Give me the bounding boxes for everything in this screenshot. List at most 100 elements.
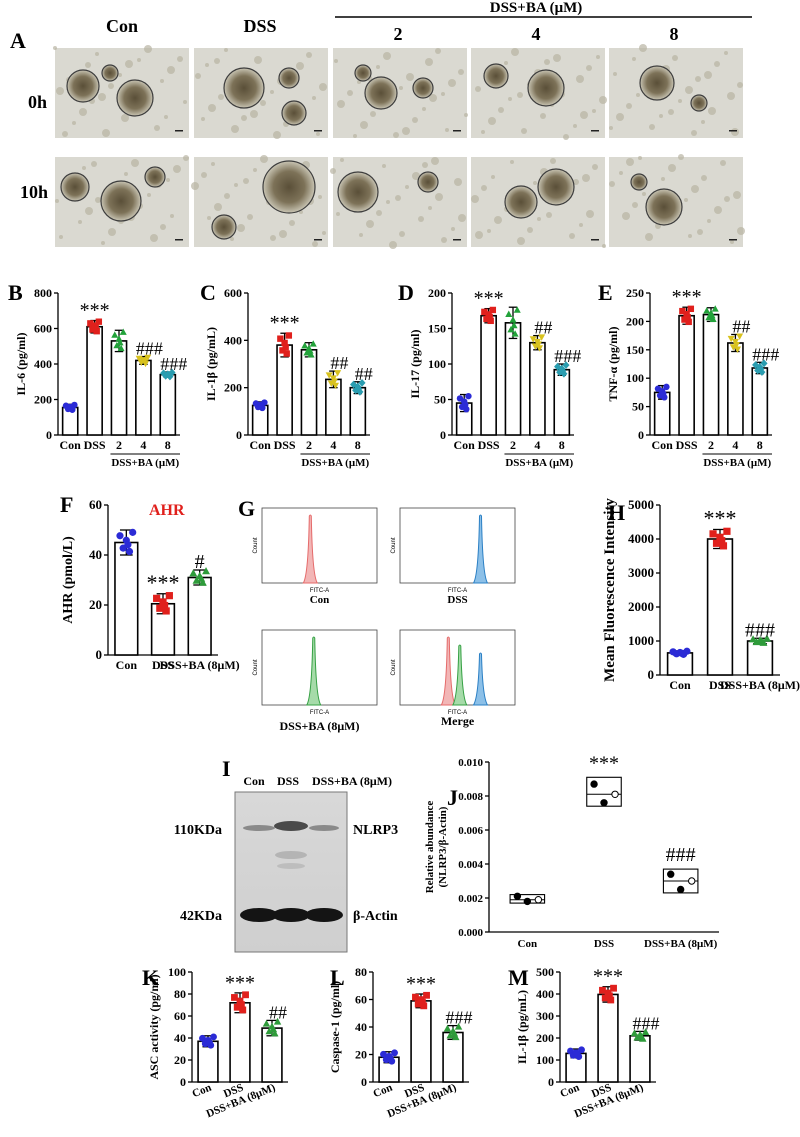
data-point — [303, 349, 311, 356]
data-point — [210, 1033, 217, 1041]
micrograph-speck — [429, 94, 437, 102]
micrograph-speck — [337, 100, 345, 108]
data-point — [189, 569, 198, 577]
micrograph-speck — [399, 231, 405, 237]
data-point — [116, 339, 124, 346]
bar-2 — [702, 313, 720, 436]
micrograph-speck — [360, 121, 368, 129]
data-point — [231, 994, 238, 1001]
data-point — [285, 332, 293, 339]
micrograph-speck — [707, 219, 711, 223]
panel-a-row-10h: 10h — [20, 182, 48, 202]
micrograph-speck — [521, 128, 527, 134]
x-tick-label: Con — [558, 1082, 581, 1100]
y-tick-label: 500 — [536, 965, 554, 979]
data-point — [233, 1003, 241, 1011]
micrograph-speck — [540, 113, 546, 119]
micrograph-speck — [435, 48, 441, 54]
micrograph-speck — [208, 104, 216, 112]
y-tick-label: 0 — [236, 428, 242, 442]
micrograph-speck — [183, 100, 187, 104]
micrograph-speck — [592, 109, 596, 113]
micrograph-speck — [685, 86, 693, 94]
micrograph-speck — [234, 183, 238, 187]
histogram-y-axis-label: Count — [391, 659, 397, 675]
data-point — [676, 885, 685, 894]
data-point — [111, 331, 119, 338]
blot-band-protein-nlrp3: NLRP3 — [353, 823, 398, 838]
data-point — [723, 527, 731, 535]
panel-label-g: G — [238, 496, 255, 521]
significance-4: ### — [160, 354, 187, 374]
y-tick-label: 60 — [174, 1009, 186, 1023]
scale-bar — [314, 239, 322, 241]
y-tick-label: 200 — [536, 1031, 554, 1045]
micrograph-speck — [237, 224, 245, 232]
band-nlrp3-dss — [274, 821, 308, 831]
significance-1: *** — [225, 972, 255, 994]
significance-1: *** — [589, 752, 619, 774]
y-tick-label: 3000 — [628, 565, 654, 580]
bar-2 — [300, 348, 318, 436]
x-tick-label: Con — [190, 1082, 213, 1100]
micrograph-speck — [626, 158, 634, 166]
chart-d: 0 50 100 150 200 IL-17 (pg/ml) D Con *** DSS 2 ## 4 #… — [398, 280, 581, 469]
micrograph-speck — [312, 96, 316, 100]
micrograph-speck — [382, 164, 386, 168]
micrograph-speck — [224, 193, 230, 199]
panel-label-k: K — [142, 965, 159, 990]
micrograph-speck — [330, 168, 336, 174]
panel-label-b: B — [8, 280, 23, 305]
micrograph-speck — [609, 126, 613, 130]
significance-3: ### — [136, 339, 163, 359]
micrograph-speck — [464, 113, 468, 117]
x-tick-label: 2 — [306, 438, 312, 452]
y-tick-label: 250 — [626, 286, 644, 300]
data-point — [562, 361, 570, 369]
micrograph-speck — [599, 96, 607, 104]
micrograph-speck — [405, 185, 409, 189]
data-point — [144, 354, 152, 362]
data-point — [386, 1054, 394, 1062]
micrograph-speck — [445, 128, 449, 132]
micrograph-speck — [563, 134, 569, 140]
histogram-frame — [261, 507, 378, 584]
panel-a-group-label: DSS+BA (μM) — [490, 0, 582, 16]
micrograph-speck — [609, 181, 615, 187]
y-tick-label: 200 — [428, 286, 446, 300]
data-point — [736, 333, 744, 340]
organoid — [639, 65, 675, 101]
significance-1: *** — [593, 966, 623, 988]
micrograph-speck — [431, 157, 439, 165]
y-tick-label: 400 — [34, 357, 52, 371]
histogram-peak — [302, 514, 319, 584]
organoid — [101, 64, 119, 82]
micrograph-speck — [544, 59, 550, 65]
y-tick-label: 100 — [626, 371, 644, 385]
micrograph-speck — [586, 210, 594, 218]
panel-label-c: C — [200, 280, 216, 305]
organoid — [417, 171, 439, 193]
histogram-y-axis-label: Count — [253, 659, 259, 675]
y-tick-label: 4000 — [628, 531, 654, 546]
micrograph-speck — [218, 94, 224, 100]
micrograph-speck — [389, 241, 397, 249]
organoid — [116, 79, 154, 117]
data-point — [446, 1031, 454, 1039]
data-point — [523, 897, 532, 906]
micrograph-speck — [347, 90, 353, 96]
data-point — [757, 637, 766, 645]
x-tick-label: 4 — [732, 438, 738, 452]
micrograph-speck — [241, 115, 247, 121]
data-point — [165, 592, 173, 600]
data-point — [534, 896, 543, 904]
significance-3: ## — [534, 318, 552, 338]
organoid — [60, 172, 90, 202]
data-point — [450, 1029, 459, 1037]
panel-label-m: M — [508, 965, 529, 990]
y-tick-label: 40 — [89, 547, 102, 562]
y-axis-label: AHR (pmol/L) — [61, 536, 76, 624]
bar-2 — [187, 576, 212, 656]
micrograph-speck — [697, 229, 703, 235]
micrograph-speck — [422, 107, 426, 111]
